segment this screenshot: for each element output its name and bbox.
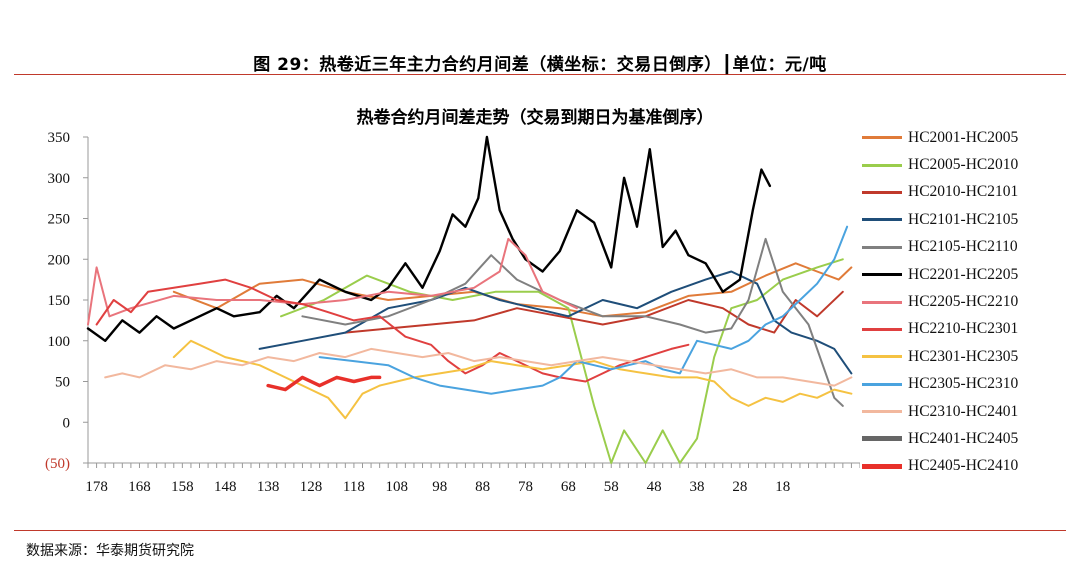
x-tick-label: 38 (690, 479, 705, 495)
legend-label: HC2405-HC2410 (908, 457, 1019, 475)
x-tick-label: 168 (128, 479, 151, 495)
y-tick-label: 350 (48, 130, 71, 146)
series-line-5 (86, 135, 772, 342)
legend-swatch (862, 355, 902, 359)
legend-swatch (862, 245, 902, 249)
x-tick-label: 98 (432, 479, 447, 495)
legend-item: HC2005-HC2010 (862, 151, 1072, 178)
legend-item: HC2201-HC2205 (862, 261, 1072, 288)
legend-label: HC2005-HC2010 (908, 156, 1019, 174)
series-layer (86, 135, 853, 464)
y-tick-label: 250 (48, 212, 71, 228)
legend-label: HC2401-HC2405 (908, 429, 1019, 447)
legend-label: HC2210-HC2301 (908, 320, 1019, 338)
legend-item: HC2405-HC2410 (862, 453, 1072, 480)
x-tick-label: 68 (561, 479, 576, 495)
y-tick-label: 100 (48, 334, 71, 350)
legend-label: HC2001-HC2005 (908, 128, 1019, 146)
legend-item: HC2301-HC2305 (862, 343, 1072, 370)
series-line-3 (258, 270, 853, 375)
source-note: 数据来源：华泰期货研究院 (26, 543, 194, 559)
legend-swatch (862, 463, 902, 469)
legend-item: HC2001-HC2005 (862, 124, 1072, 151)
x-tick-label: 118 (343, 479, 365, 495)
x-tick-label: 48 (647, 479, 662, 495)
x-tick-label: 28 (732, 479, 747, 495)
legend-label: HC2310-HC2401 (908, 402, 1019, 420)
legend-label: HC2105-HC2110 (908, 238, 1018, 256)
figure-header: 图 29：热卷近三年主力合约月间差（横坐标：交易日倒序）┃单位：元/吨 (14, 44, 1066, 75)
series-line-7 (95, 278, 690, 383)
series-line-8 (172, 339, 853, 420)
y-tick-label: 150 (48, 293, 71, 309)
legend-item: HC2401-HC2405 (862, 425, 1072, 452)
series-line-9 (318, 225, 849, 395)
legend-item: HC2105-HC2110 (862, 234, 1072, 261)
legend-swatch (862, 190, 902, 194)
axes: 350 300 250 200 150 100 50 0 (50) 178 168 158 148 138… (45, 130, 860, 495)
legend-swatch (862, 136, 902, 140)
y-tick-label: 50 (55, 375, 70, 391)
series-line-1 (280, 258, 844, 464)
y-tick-label: (50) (45, 456, 70, 472)
chart-title: 热卷合约月间差走势（交易到期日为基准倒序） (357, 107, 714, 128)
y-tick-label: 300 (48, 171, 71, 187)
legend-item: HC2101-HC2105 (862, 206, 1072, 233)
x-tick-label: 148 (214, 479, 237, 495)
legend-item: HC2310-HC2401 (862, 398, 1072, 425)
chart: 热卷合约月间差走势（交易到期日为基准倒序） 350 300 250 200 150 100… (45, 107, 860, 495)
legend-swatch (862, 382, 902, 386)
x-tick-label: 18 (775, 479, 790, 495)
legend-item: HC2305-HC2310 (862, 371, 1072, 398)
legend-label: HC2101-HC2105 (908, 210, 1019, 228)
legend-label: HC2205-HC2210 (908, 293, 1019, 311)
legend: HC2001-HC2005 HC2005-HC2010 HC2010-HC2101 H… (862, 124, 1072, 480)
legend-swatch (862, 436, 902, 442)
footer-divider (14, 530, 1066, 531)
legend-swatch (862, 300, 902, 304)
y-tick-label: 0 (63, 415, 71, 431)
legend-item: HC2210-HC2301 (862, 316, 1072, 343)
series-line-10 (104, 347, 853, 387)
x-tick-label: 128 (300, 479, 323, 495)
legend-label: HC2301-HC2305 (908, 347, 1019, 365)
x-tick-label: 88 (475, 479, 490, 495)
series-line-12 (266, 375, 382, 392)
x-tick-label: 158 (171, 479, 194, 495)
legend-label: HC2201-HC2205 (908, 265, 1019, 283)
series-line-0 (172, 262, 853, 318)
legend-label: HC2010-HC2101 (908, 183, 1019, 201)
x-tick-label: 138 (257, 479, 280, 495)
x-tick-label: 78 (518, 479, 533, 495)
legend-swatch (862, 410, 902, 414)
x-tick-label: 178 (85, 479, 108, 495)
series-line-4 (301, 237, 844, 407)
legend-swatch (862, 273, 902, 277)
legend-label: HC2305-HC2310 (908, 375, 1019, 393)
y-tick-label: 200 (48, 252, 71, 268)
legend-item: HC2010-HC2101 (862, 179, 1072, 206)
legend-swatch (862, 327, 902, 331)
x-tick-label: 108 (386, 479, 409, 495)
legend-item: HC2205-HC2210 (862, 288, 1072, 315)
figure-title: 图 29：热卷近三年主力合约月间差（横坐标：交易日倒序）┃单位：元/吨 (253, 55, 827, 75)
x-tick-label: 58 (604, 479, 619, 495)
legend-swatch (862, 218, 902, 222)
legend-swatch (862, 163, 902, 167)
